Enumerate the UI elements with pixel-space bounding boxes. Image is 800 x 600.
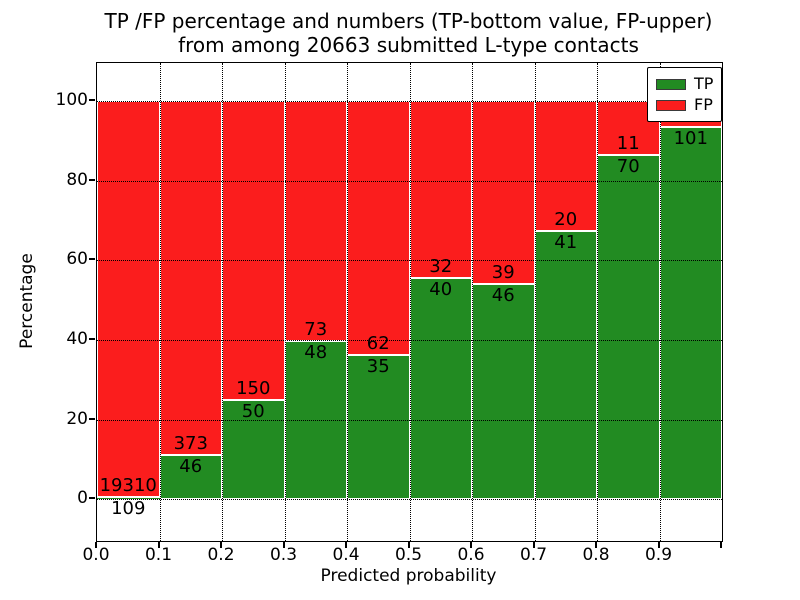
gridline-vertical: [597, 63, 598, 541]
bar-count-label-fp: 73: [304, 319, 328, 341]
x-tick-mark: [345, 542, 347, 548]
bar-count-label-tp: 35: [366, 356, 390, 378]
bar-count-label-tp: 101: [673, 127, 708, 149]
bar-count-label-fp: 373: [173, 433, 208, 455]
bar-count-label-fp: 62: [366, 333, 390, 355]
bar-segment-tp: [409, 277, 472, 500]
bar-count-label-tp: 48: [304, 342, 328, 364]
y-tick-mark: [89, 337, 95, 340]
x-axis-label: Predicted probability: [320, 566, 497, 586]
y-tick-label: 100: [55, 89, 88, 110]
gridline-vertical: [347, 63, 348, 541]
x-tick-mark: [407, 542, 410, 548]
bar-segment-tp: [222, 399, 285, 500]
bar-segment-fp: [284, 100, 347, 342]
bar-segment-tp: [659, 126, 722, 500]
bar-count-label-fp: 150: [236, 377, 271, 399]
bar-segment-fp: [409, 100, 472, 278]
x-tick-label: 0.4: [332, 545, 360, 565]
y-tick-label: 40: [66, 328, 88, 349]
x-tick-mark: [532, 542, 535, 548]
x-tick-mark: [470, 542, 472, 548]
bar-segment-tp: [472, 283, 535, 500]
y-tick-mark: [89, 178, 95, 181]
bar-count-label-fp: 32: [429, 255, 453, 277]
bar-count-label-fp: 20: [554, 209, 578, 231]
gridline-vertical: [159, 63, 161, 541]
bar-count-label-tp: 109: [111, 497, 146, 519]
bar-segment-fp: [472, 100, 535, 284]
x-tick-label: 0.3: [269, 545, 298, 565]
x-tick-label: 0.0: [82, 545, 110, 565]
bar-count-label-tp: 40: [429, 278, 453, 300]
y-tick-label: 0: [77, 488, 88, 509]
x-tick-label: 0.5: [394, 545, 423, 565]
gridline-vertical: [472, 63, 473, 541]
y-tick-mark: [89, 497, 95, 500]
chart-title: TP /FP percentage and numbers (TP-bottom…: [96, 9, 721, 57]
y-tick-label: 20: [66, 408, 88, 429]
bar-segment-tp: [534, 231, 597, 500]
bar-segment-fp: [534, 100, 597, 232]
bar-count-label-fp: 19310: [99, 474, 157, 496]
y-tick-label: 80: [66, 169, 88, 190]
x-tick-label: 0.8: [582, 545, 610, 565]
x-tick-mark: [157, 542, 160, 548]
legend: TP FP: [647, 67, 723, 122]
x-tick-mark: [282, 542, 285, 548]
x-tick-label: 0.1: [144, 545, 173, 565]
y-tick-label: 60: [66, 249, 88, 270]
x-tick-label: 0.9: [644, 545, 673, 565]
bar-count-label-tp: 41: [554, 232, 578, 254]
bar-segment-fp: [347, 100, 410, 356]
x-tick-mark: [657, 542, 660, 548]
y-tick-mark: [89, 417, 95, 420]
chart-title-line1: TP /FP percentage and numbers (TP-bottom…: [104, 9, 713, 33]
bar-segment-fp: [97, 100, 160, 497]
gridline-vertical: [222, 63, 223, 541]
bar-segment-tp: [347, 355, 410, 500]
bar-segment-tp: [159, 455, 222, 500]
bar-segment-tp: [97, 496, 160, 500]
x-tick-mark: [220, 542, 222, 548]
bar-count-label-tp: 46: [491, 284, 515, 306]
bar-count-label-tp: 46: [179, 456, 203, 478]
legend-item-tp: TP: [656, 75, 713, 93]
legend-label-fp: FP: [694, 95, 713, 114]
bar-segment-tp: [597, 154, 660, 500]
x-tick-label: 0.6: [457, 545, 485, 565]
x-tick-label: 0.2: [207, 545, 235, 565]
x-tick-mark: [720, 542, 722, 548]
gridline-vertical: [659, 63, 661, 541]
y-tick-mark: [89, 258, 95, 261]
x-tick-mark: [95, 542, 97, 548]
bar-segment-fp: [222, 100, 285, 400]
gridline-vertical: [284, 63, 286, 541]
legend-item-fp: FP: [656, 96, 713, 114]
gridline-vertical: [534, 63, 536, 541]
legend-swatch-tp: [656, 78, 686, 90]
bar-count-label-tp: 50: [241, 400, 265, 422]
x-tick-mark: [595, 542, 597, 548]
y-tick-mark: [89, 98, 95, 101]
bar-count-label-tp: 70: [616, 155, 640, 177]
bar-segment-fp: [159, 100, 222, 456]
bar-count-label-fp: 11: [616, 132, 640, 154]
x-tick-label: 0.7: [519, 545, 548, 565]
legend-label-tp: TP: [694, 74, 714, 93]
chart-title-line2: from among 20663 submitted L-type contac…: [178, 33, 639, 57]
gridline-vertical: [409, 63, 411, 541]
bar-count-label-fp: 39: [491, 261, 515, 283]
legend-swatch-fp: [656, 99, 686, 111]
plot-area: 19310 109 373 46 150 50 73 48 62 35 32 40 39 46 20 41 11…: [96, 62, 723, 542]
